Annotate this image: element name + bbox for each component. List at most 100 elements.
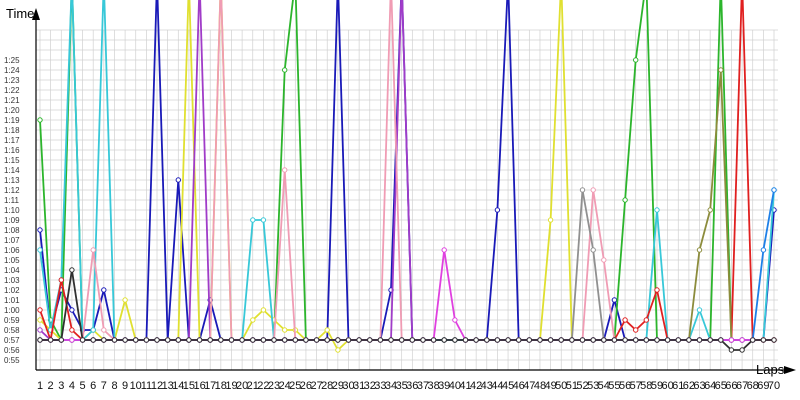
- x-tick-label: 34: [385, 380, 397, 392]
- data-point: [122, 297, 128, 303]
- data-point: [133, 337, 139, 343]
- x-tick-label: 6: [90, 380, 96, 392]
- x-tick-label: 66: [725, 380, 737, 392]
- data-point: [111, 337, 118, 343]
- x-tick-label: 16: [193, 380, 205, 392]
- x-tick-label: 21: [247, 380, 259, 392]
- data-point: [101, 337, 107, 343]
- y-tick-label: 1:08: [4, 226, 20, 235]
- x-tick-label: 40: [449, 380, 461, 392]
- x-tick-label: 12: [151, 380, 163, 392]
- data-point: [473, 337, 479, 343]
- data-point: [696, 247, 703, 253]
- data-point: [526, 337, 532, 343]
- data-point: [622, 337, 628, 343]
- data-point: [196, 337, 203, 343]
- data-point: [313, 337, 320, 343]
- y-tick-label: 1:07: [4, 236, 20, 245]
- y-tick-label: 1:10: [4, 206, 20, 215]
- x-tick-label: 2: [48, 380, 54, 392]
- data-point: [601, 257, 607, 263]
- y-tick-label: 1:04: [4, 266, 20, 275]
- data-point: [250, 317, 256, 323]
- data-point: [37, 117, 43, 123]
- x-tick-label: 22: [257, 380, 269, 392]
- data-point: [675, 337, 681, 343]
- data-point: [664, 337, 671, 343]
- x-tick-label: 19: [225, 380, 237, 392]
- data-point: [58, 277, 64, 283]
- x-tick-label: 35: [396, 380, 408, 392]
- data-point: [430, 337, 437, 343]
- data-point: [452, 317, 458, 323]
- data-point: [696, 337, 703, 343]
- y-tick-label: 1:20: [4, 106, 20, 115]
- data-point: [643, 337, 649, 343]
- x-tick-label: 15: [183, 380, 195, 392]
- data-point: [409, 337, 415, 343]
- x-tick-label: 46: [513, 380, 525, 392]
- data-point: [165, 337, 171, 343]
- data-point: [303, 337, 309, 343]
- data-point: [579, 337, 586, 343]
- data-point: [441, 337, 447, 343]
- data-point: [611, 337, 618, 343]
- y-tick-label: 1:24: [4, 66, 20, 75]
- x-tick-label: 59: [651, 380, 663, 392]
- x-tick-label: 43: [481, 380, 493, 392]
- x-tick-label: 31: [353, 380, 365, 392]
- x-tick-label: 11: [141, 380, 152, 392]
- x-tick-label: 51: [566, 380, 578, 392]
- x-tick-label: 55: [608, 380, 620, 392]
- data-point: [771, 187, 777, 193]
- data-point: [282, 327, 288, 333]
- data-point: [462, 337, 469, 343]
- data-point: [335, 347, 341, 353]
- x-tick-label: 33: [374, 380, 386, 392]
- y-tick-label: 1:23: [4, 76, 20, 85]
- data-point: [69, 307, 75, 313]
- x-tick-label: 48: [534, 380, 546, 392]
- x-tick-label: 17: [204, 380, 216, 392]
- x-tick-label: 49: [544, 380, 556, 392]
- x-tick-label: 13: [162, 380, 174, 392]
- x-tick-label: 58: [640, 380, 652, 392]
- data-point: [654, 207, 660, 213]
- data-point: [282, 337, 288, 343]
- data-point: [760, 337, 767, 343]
- x-tick-label: 5: [80, 380, 86, 392]
- x-tick-label: 47: [523, 380, 535, 392]
- data-point: [90, 337, 96, 343]
- x-tick-label: 39: [438, 380, 450, 392]
- data-point: [728, 347, 735, 353]
- data-point: [122, 337, 128, 343]
- data-point: [441, 247, 447, 253]
- y-axis-title: Time: [6, 6, 34, 21]
- data-point: [654, 337, 660, 343]
- x-tick-label: 61: [672, 380, 684, 392]
- x-tick-label: 54: [598, 380, 610, 392]
- x-tick-label: 20: [236, 380, 248, 392]
- data-point: [537, 337, 543, 343]
- chart-axes: [32, 8, 796, 374]
- data-point: [622, 197, 628, 203]
- data-point: [207, 337, 213, 343]
- x-tick-label: 63: [693, 380, 705, 392]
- x-tick-label: 56: [619, 380, 631, 392]
- x-tick-label: 68: [747, 380, 759, 392]
- data-point: [707, 207, 713, 213]
- data-point: [356, 337, 362, 343]
- y-tick-label: 0:58: [4, 326, 20, 335]
- y-tick-label: 1:01: [4, 296, 20, 305]
- x-tick-label: 52: [576, 380, 588, 392]
- data-point: [718, 337, 724, 343]
- data-point: [452, 337, 458, 343]
- data-point: [239, 337, 245, 343]
- data-point: [324, 337, 330, 343]
- x-tick-label: 44: [491, 380, 503, 392]
- y-tick-label: 1:13: [4, 176, 20, 185]
- y-tick-label: 0:55: [4, 356, 20, 365]
- series-line: [40, 269, 774, 351]
- data-point: [760, 247, 767, 253]
- y-tick-label: 1:05: [4, 256, 20, 265]
